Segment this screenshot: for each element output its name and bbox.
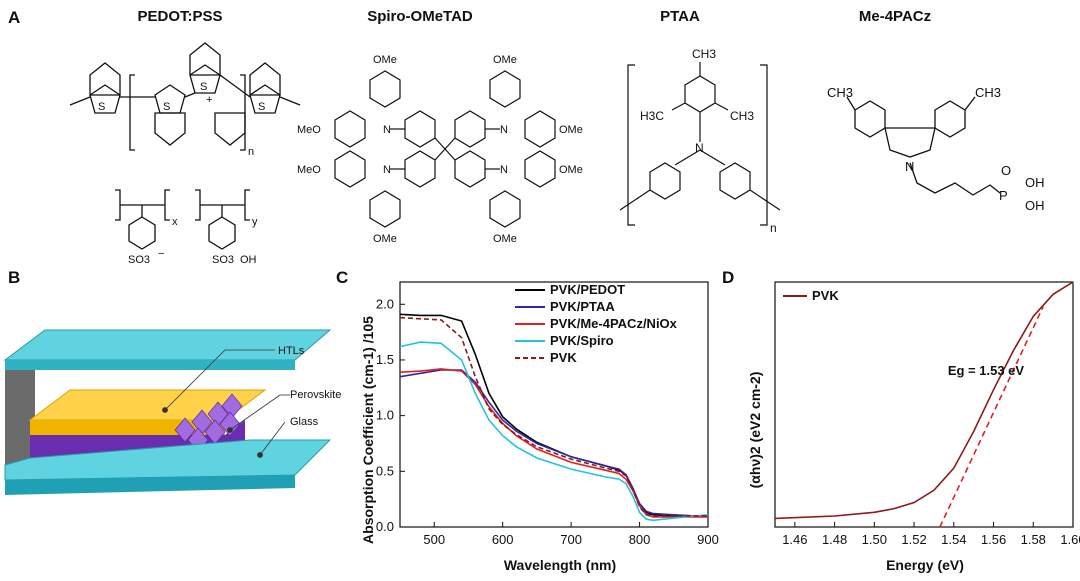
sulfonate-minus: −	[158, 248, 164, 260]
chart-d-xtick-label: 1.54	[941, 532, 966, 547]
callout-glass: Glass	[290, 416, 319, 428]
absorption-chart: Absorption Coefficient (cm-1) /105 Wavel…	[360, 281, 719, 573]
atom-p: P	[999, 188, 1008, 203]
chart-c-series-line	[399, 369, 708, 517]
chart-c-ylabel: Absorption Coefficient (cm-1) /105	[360, 316, 376, 544]
chart-d-frame	[774, 281, 1074, 528]
atom-s-3: S	[200, 81, 207, 93]
chart-d-xtick-label: 1.48	[822, 532, 847, 547]
chart-c-xtick-label: 600	[492, 532, 514, 547]
chart-c-xtick-label: 800	[629, 532, 651, 547]
atom-n-4: N	[500, 164, 508, 176]
perovskite-layer	[30, 420, 245, 458]
side-wall	[5, 370, 35, 470]
chart-c-legend-label: PVK	[550, 350, 577, 365]
molecule-title-ptaa: PTAA	[660, 8, 700, 25]
sulfonate-group: SO3	[128, 254, 150, 265]
chart-c-series-line	[399, 341, 709, 522]
chart-d-xtick-label: 1.46	[782, 532, 807, 547]
repeat-n: n	[248, 146, 254, 158]
panel-c-label: C	[336, 268, 349, 287]
chart-d-xtick-label: 1.56	[981, 532, 1006, 547]
atom-n-3: N	[383, 164, 391, 176]
chart-c-ytick-label: 0.0	[376, 519, 394, 534]
molecule-title-spiro-ometad: Spiro-OMeTAD	[367, 8, 473, 25]
chart-d-xtick-label: 1.50	[862, 532, 887, 547]
ome-top-right: OMe	[493, 54, 517, 66]
chart-c-xtick-label: 500	[423, 532, 445, 547]
chart-c-series-line	[399, 316, 708, 517]
atom-s-1: S	[98, 101, 105, 113]
atom-n-2: N	[500, 124, 508, 136]
chart-c-frame	[399, 281, 709, 528]
molecule-title-pedot-pss: PEDOT:PSS	[137, 8, 223, 25]
chart-c-series-line	[399, 368, 708, 518]
cation-plus: +	[206, 94, 212, 106]
spiro-ometad-structure: N N N N OMe OMe MeO MeO OMe OMe OMe OMe	[297, 54, 583, 245]
device-schematic: HTLs Perovskite Glass	[3, 329, 341, 495]
repeat-y: y	[252, 216, 258, 228]
meo-left-2: MeO	[297, 164, 321, 176]
ome-right-1: OMe	[559, 124, 583, 136]
chart-c-legend-label: PVK/Me-4PACz/NiOx	[550, 316, 678, 331]
methyl-right-pacz: CH3	[975, 85, 1001, 100]
hydroxyl-label: OH	[240, 254, 257, 265]
atom-s-2: S	[163, 101, 170, 113]
methyl-left-pacz: CH3	[827, 85, 853, 100]
bottom-glass-edge	[5, 475, 295, 495]
chart-c-legend-label: PVK/Spiro	[550, 333, 614, 348]
top-glass-edge	[5, 360, 295, 370]
ome-top-left: OMe	[373, 54, 397, 66]
repeat-x: x	[172, 216, 178, 228]
tauc-plot: (αhν)2 (eV2 cm-2) Energy (eV) 1.46 1.48 1.…	[747, 281, 1080, 573]
chart-d-annotation: Eg = 1.53 eV	[948, 363, 1025, 378]
perovskite-crystals	[174, 393, 243, 453]
callout-perovskite: Perovskite	[290, 389, 341, 401]
methyl-top: CH3	[692, 47, 716, 61]
panel-b-label: B	[8, 268, 21, 287]
chart-c-ytick-label: 2.0	[376, 296, 394, 311]
methyl-right: CH3	[730, 109, 754, 123]
atom-o: O	[1001, 163, 1011, 178]
atom-n-pacz: N	[905, 159, 914, 174]
ome-right-2: OMe	[559, 164, 583, 176]
atom-n-ptaa: N	[695, 141, 704, 155]
hydroxyl-1: OH	[1025, 175, 1045, 190]
molecule-title-me-4pacz: Me-4PACz	[858, 8, 932, 25]
hydroxyl-2: OH	[1025, 198, 1045, 213]
pedot-pss-structure: S S S S + n x y SO3 − SO3 OH	[69, 42, 301, 265]
chart-c-xtick-label: 900	[697, 532, 719, 547]
chart-d-ylabel: (αhν)2 (eV2 cm-2)	[747, 372, 763, 489]
chart-d-xtick-label: 1.60	[1060, 532, 1080, 547]
chart-c-ytick-label: 1.0	[376, 408, 394, 423]
chart-c-xlabel: Wavelength (nm)	[504, 557, 616, 573]
chart-c-xtick-label: 700	[560, 532, 582, 547]
panel-d-label: D	[722, 268, 735, 287]
chart-c-legend-label: PVK/PTAA	[550, 299, 615, 314]
panel-a-label: A	[8, 8, 21, 27]
callout-htls: HTLs	[278, 345, 305, 357]
chart-d-xlabel: Energy (eV)	[886, 557, 964, 573]
sulfonic-acid-group: SO3	[212, 254, 234, 265]
methyl-left: H3C	[640, 109, 664, 123]
ptaa-structure: CH3 H3C CH3 N n	[619, 47, 781, 235]
atom-n-1: N	[383, 124, 391, 136]
chart-d-series-line	[774, 281, 1074, 520]
me-4pacz-structure: CH3 CH3 N P O OH OH	[827, 85, 1045, 213]
ome-bottom-left: OMe	[373, 233, 397, 245]
chart-c-ytick-label: 0.5	[376, 463, 394, 478]
chart-c-ytick-label: 1.5	[376, 352, 394, 367]
meo-left-1: MeO	[297, 124, 321, 136]
chart-d-xtick-label: 1.52	[901, 532, 926, 547]
chart-d-legend-label: PVK	[812, 288, 839, 303]
chart-c-legend-label: PVK/PEDOT	[550, 282, 625, 297]
repeat-n-ptaa: n	[770, 221, 777, 235]
ome-bottom-right: OMe	[493, 233, 517, 245]
atom-s-4: S	[258, 101, 265, 113]
chart-d-series-line	[939, 306, 1044, 528]
chart-d-xtick-label: 1.58	[1021, 532, 1046, 547]
